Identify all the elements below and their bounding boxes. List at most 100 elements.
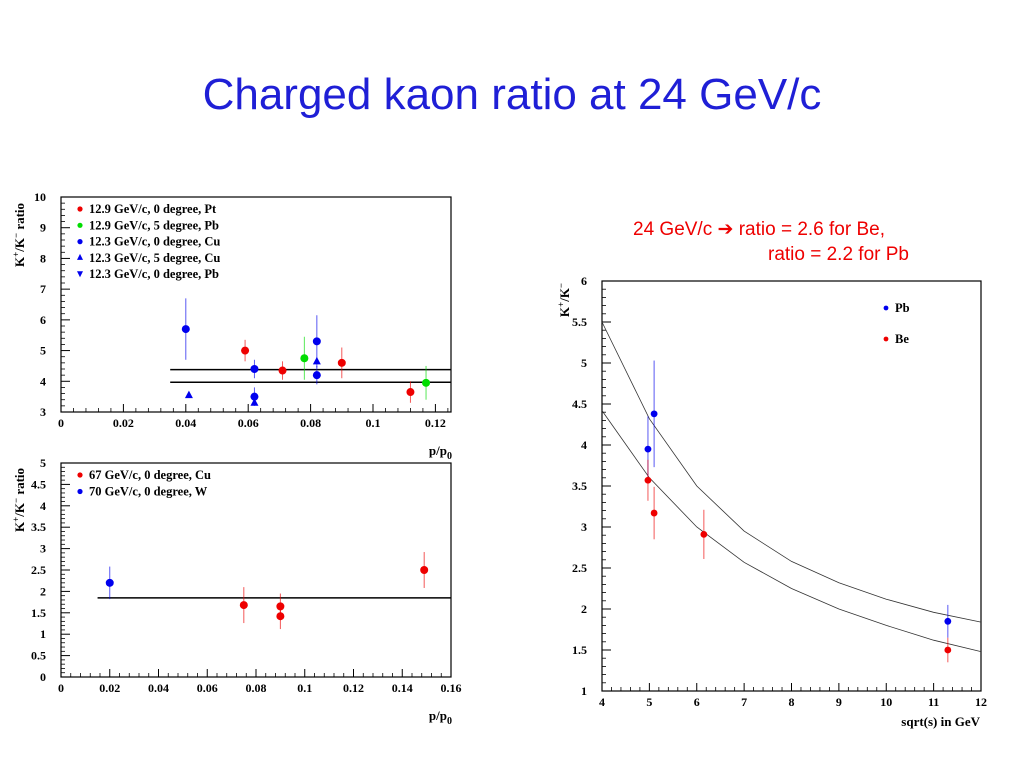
x-tick-label: 0.06	[238, 416, 259, 430]
x-axis-label: sqrt(s) in GeV	[901, 714, 980, 729]
y-tick-label: 4	[40, 374, 46, 388]
data-point	[250, 365, 259, 373]
x-axis-label-sub: 0	[447, 716, 452, 727]
data-point	[944, 646, 952, 654]
x-tick-label: 6	[694, 695, 700, 709]
data-point	[650, 509, 658, 517]
data-point	[239, 601, 248, 610]
data-point	[406, 388, 415, 397]
legend-label: 12.3 GeV/c, 5 degree, Cu	[89, 251, 220, 265]
note-line-1: 24 GeV/c ➔ ratio = 2.6 for Be,	[633, 218, 885, 241]
y-tick-label: 10	[34, 190, 46, 204]
data-point	[312, 337, 321, 346]
arrow-right-icon: ➔	[717, 219, 734, 240]
data-point	[300, 354, 309, 363]
y-tick-label: 4	[581, 438, 587, 452]
y-tick-label: 3	[40, 405, 46, 419]
y-tick-label: 9	[40, 221, 46, 235]
x-tick-label: 0.04	[175, 416, 196, 430]
x-tick-label: 12	[975, 695, 987, 709]
x-tick-label: 0.12	[343, 681, 364, 695]
y-tick-label: 1	[581, 684, 587, 698]
x-tick-label: 0.08	[300, 416, 321, 430]
legend-marker	[77, 488, 83, 495]
data-point	[944, 617, 952, 625]
data-point	[241, 346, 250, 355]
y-tick-label: 5.5	[572, 315, 587, 329]
x-tick-label: 0.06	[197, 681, 218, 695]
x-tick-label: 10	[880, 695, 892, 709]
x-tick-label: 0.16	[441, 681, 462, 695]
plot-frame	[601, 280, 982, 692]
y-tick-label: 6	[40, 313, 46, 327]
plot-frame	[60, 196, 452, 413]
legend-marker	[883, 336, 889, 342]
y-tick-label: 4.5	[572, 397, 587, 411]
x-tick-label: 0	[58, 681, 64, 695]
note-ratio-pb: ratio = 2.2 for Pb	[768, 244, 909, 265]
data-point	[181, 325, 190, 334]
legend-label: 12.9 GeV/c, 5 degree, Pb	[89, 218, 219, 232]
note-ratio-be: ratio = 2.6 for Be,	[738, 219, 885, 240]
x-tick-label: 11	[928, 695, 939, 709]
data-point	[644, 445, 652, 453]
x-axis-label: p/p0	[429, 443, 452, 462]
data-point	[420, 566, 429, 574]
y-tick-label: 3	[40, 542, 46, 556]
data-point	[250, 398, 259, 406]
x-axis-label: p/p0	[429, 708, 452, 727]
y-axis-label: K+/K− ratio	[11, 468, 27, 532]
data-point	[105, 578, 114, 587]
legend-label: 12.3 GeV/c, 0 degree, Cu	[89, 235, 220, 249]
data-point	[312, 371, 321, 380]
y-tick-label: 1.5	[572, 643, 587, 657]
legend-marker	[77, 271, 83, 278]
legend-marker	[77, 239, 83, 245]
y-tick-label: 2	[581, 602, 587, 616]
data-point	[650, 410, 658, 418]
y-tick-label: 8	[40, 251, 46, 265]
y-tick-label: 5	[40, 456, 46, 470]
x-axis-label-sub: 0	[447, 451, 452, 462]
x-tick-label: 0.1	[366, 416, 381, 430]
y-tick-label: 3.5	[572, 479, 587, 493]
y-tick-label: 5	[40, 344, 46, 358]
data-point	[337, 358, 346, 367]
x-tick-label: 0.14	[392, 681, 413, 695]
x-tick-label: 9	[836, 695, 842, 709]
legend-label: 67 GeV/c, 0 degree, Cu	[89, 468, 211, 482]
y-tick-label: 3.5	[31, 520, 46, 534]
x-tick-label: 0.08	[246, 681, 267, 695]
legend-marker	[77, 472, 83, 478]
fit-curve	[601, 321, 982, 623]
legend-label: Pb	[895, 301, 910, 315]
data-point	[312, 356, 321, 365]
data-point	[644, 476, 652, 484]
y-tick-label: 2.5	[31, 563, 46, 577]
x-tick-label: 4	[599, 695, 605, 709]
y-tick-label: 5	[581, 356, 587, 370]
x-tick-label: 0.04	[148, 681, 169, 695]
x-tick-label: 0	[58, 416, 64, 430]
y-axis-label: K+/K−	[556, 283, 572, 317]
x-tick-label: 0.02	[113, 416, 134, 430]
y-tick-label: 3	[581, 520, 587, 534]
data-point	[278, 366, 287, 375]
legend-label: 12.9 GeV/c, 0 degree, Pt	[89, 202, 217, 216]
note-energy: 24 GeV/c	[633, 219, 713, 240]
y-tick-label: 7	[40, 282, 46, 296]
y-tick-label: 1	[40, 627, 46, 641]
y-tick-label: 1.5	[31, 606, 46, 620]
y-tick-label: 2	[40, 584, 46, 598]
data-point	[250, 392, 259, 401]
y-tick-label: 6	[581, 274, 587, 288]
y-tick-label: 4	[40, 499, 46, 513]
data-point	[276, 612, 285, 621]
x-tick-label: 7	[741, 695, 747, 709]
legend-marker	[77, 222, 83, 228]
data-point	[700, 530, 708, 538]
fit-curve	[601, 410, 982, 652]
y-tick-label: 0	[40, 670, 46, 684]
legend-label: 70 GeV/c, 0 degree, W	[89, 485, 208, 499]
